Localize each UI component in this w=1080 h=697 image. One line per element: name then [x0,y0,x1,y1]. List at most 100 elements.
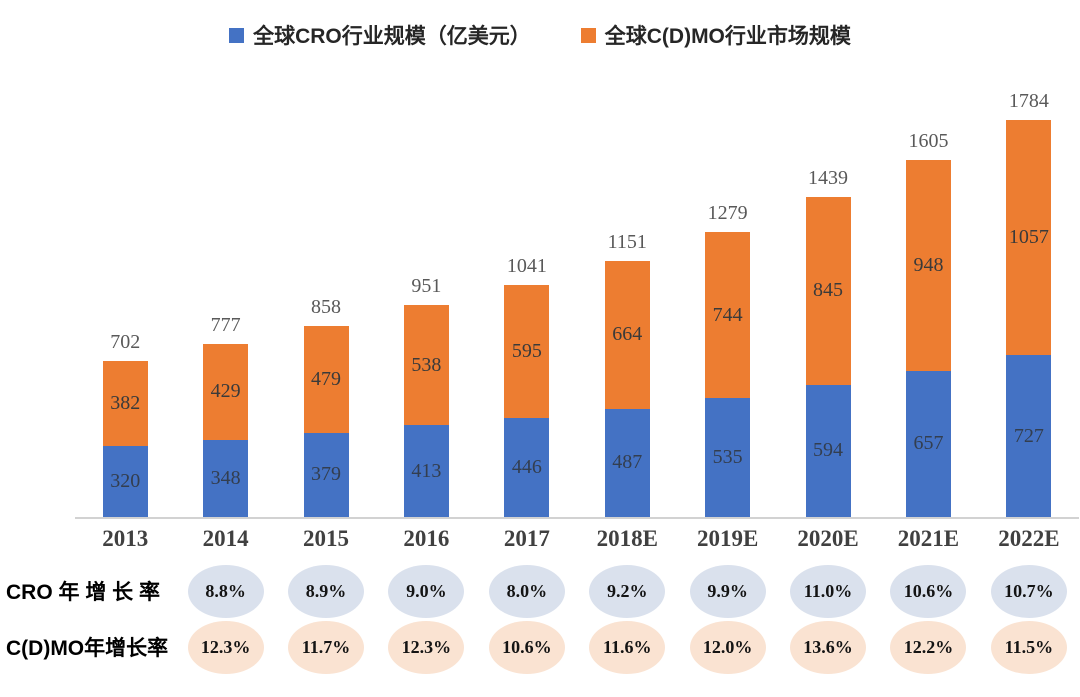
growth-cell: 11.5% [979,620,1079,674]
growth-cell: 10.6% [477,620,577,674]
growth-row-cdmo: 12.3% 11.7% 12.3% 10.6% 11.6% 12.0% 13.6% 12.2%… [75,620,1079,674]
bar-segment-cro: 446 [504,417,550,517]
stacked-bar: 538 413 [403,305,449,517]
stacked-bar: 429 348 [203,344,249,517]
bar-segment-cdmo: 664 [604,260,650,409]
growth-cell: 11.0% [778,564,878,618]
growth-value-oval: 8.0% [488,564,565,618]
growth-cell: 11.6% [577,620,677,674]
growth-cell: 8.8% [175,564,275,618]
x-axis: 2013 2014 2015 2016 2017 2018E 2019E 2020E 2021E… [75,526,1079,552]
cdmo-series-swatch-icon [580,27,596,43]
stacked-bar: 664 487 [604,260,650,517]
growth-cell: 9.0% [376,564,476,618]
bar-column: 429 348 777 [175,90,275,517]
growth-value-oval: 8.8% [187,564,264,618]
growth-value-oval: 12.3% [187,620,264,674]
growth-value-oval: 9.0% [388,564,465,618]
legend-label-cro: 全球CRO行业规模（亿美元） [253,25,531,48]
stacked-bar: 845 594 [805,196,851,517]
bar-segment-cro: 413 [403,425,449,517]
growth-value-oval: 11.5% [990,620,1067,674]
bar-total-label: 777 [210,314,241,337]
bar-segment-cro: 594 [805,384,851,517]
bar-total-label: 1279 [707,202,748,225]
bar-column: 595 446 1041 [477,90,577,517]
bar-total-label: 1151 [607,230,647,253]
bar-total-label: 1605 [908,129,949,152]
bar-segment-cro: 657 [905,370,951,517]
stacked-bar: 1057 727 [1006,120,1052,517]
growth-value-oval: 12.0% [689,620,766,674]
stacked-bar: 948 657 [905,159,951,517]
bar-total-label: 1041 [506,255,547,278]
growth-cell [75,620,175,674]
growth-cell: 12.3% [376,620,476,674]
bar-total-label: 702 [110,330,141,353]
bar-column: 744 535 1279 [677,90,777,517]
legend-item-cdmo: 全球C(D)MO行业市场规模 [580,20,851,50]
bar-segment-cro: 379 [303,432,349,517]
growth-cell: 13.6% [778,620,878,674]
growth-cell: 8.0% [477,564,577,618]
x-axis-label: 2018E [596,526,658,551]
bar-segment-cdmo: 744 [705,232,751,398]
legend: 全球CRO行业规模（亿美元） 全球C(D)MO行业市场规模 [0,20,1080,50]
x-axis-label: 2019E [696,526,759,551]
growth-value-oval: 9.2% [589,564,666,618]
bar-total-label: 951 [411,275,442,298]
bar-total-label: 858 [311,296,342,319]
x-axis-label: 2020E [797,526,859,551]
x-axis-label: 2013 [102,526,149,551]
x-axis-label: 2016 [403,526,450,551]
bar-segment-cro: 727 [1006,355,1052,517]
growth-value-oval: 11.6% [589,620,666,674]
growth-cell: 12.0% [677,620,777,674]
growth-cell: 12.2% [878,620,978,674]
x-axis-label: 2017 [503,526,550,551]
growth-value-oval: 12.3% [388,620,465,674]
stacked-bar: 744 535 [705,232,751,517]
bar-column: 538 413 951 [376,90,476,517]
bar-segment-cdmo: 948 [905,159,951,371]
growth-value-oval: 9.9% [689,564,766,618]
growth-cell [75,564,175,618]
growth-row-label-cro: CRO 年 增 长 率 [6,581,161,604]
growth-value-oval: 8.9% [288,564,365,618]
plot-area: 382 320 702 429 348 777 479 379 858 538 413 951 595 4… [75,90,1079,519]
growth-value-oval: 11.0% [790,564,867,618]
bar-total-label: 1784 [1008,90,1049,112]
stacked-bar: 382 320 [102,360,148,517]
bar-segment-cdmo: 595 [504,285,550,418]
bar-segment-cdmo: 538 [403,305,449,426]
stacked-bar: 595 446 [504,285,550,517]
growth-value-oval: 10.6% [890,564,967,618]
growth-cell: 12.3% [175,620,275,674]
growth-cell: 9.2% [577,564,677,618]
x-axis-label: 2021E [897,526,960,551]
bar-column: 1057 727 1784 [979,90,1079,517]
growth-value-oval: 13.6% [790,620,867,674]
growth-cell: 10.6% [878,564,978,618]
bar-segment-cdmo: 845 [805,196,851,385]
x-axis-label: 2014 [202,526,249,551]
stacked-bar: 479 379 [303,326,349,517]
x-axis-label: 2015 [303,526,350,551]
bar-segment-cdmo: 382 [102,360,148,446]
growth-value-oval: 10.7% [990,564,1067,618]
bar-segment-cdmo: 479 [303,326,349,433]
growth-row-cro: 8.8% 8.9% 9.0% 8.0% 9.2% 9.9% 11.0% 10.6% 10.7% [75,564,1079,618]
growth-cell: 8.9% [276,564,376,618]
bar-column: 382 320 702 [75,90,175,517]
bar-segment-cro: 348 [203,439,249,517]
bar-segment-cro: 320 [102,445,148,517]
legend-label-cdmo: 全球C(D)MO行业市场规模 [604,25,851,48]
growth-cell: 10.7% [979,564,1079,618]
bar-segment-cro: 535 [705,397,751,517]
bar-segment-cdmo: 1057 [1006,120,1052,356]
bar-segment-cdmo: 429 [203,344,249,440]
growth-value-oval: 10.6% [488,620,565,674]
growth-row-label-cdmo: C(D)MO年增长率 [6,637,169,660]
cro-series-swatch-icon [229,27,245,43]
